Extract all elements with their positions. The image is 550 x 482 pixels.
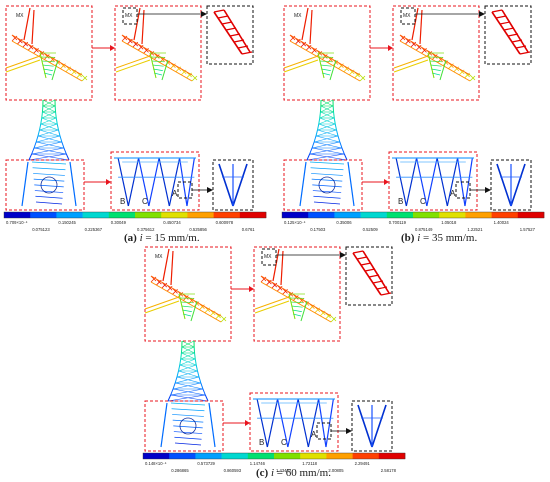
caption-text: = 15 mm/m.	[142, 232, 200, 244]
mx-marker-label-overview: MX	[16, 13, 24, 19]
scale-label: 0.30049	[111, 220, 127, 225]
scale-label: 0.525856	[189, 227, 207, 232]
scale-label: 0.35006	[336, 220, 352, 225]
colorbar-segment	[195, 453, 222, 459]
scale-label: 1.43432	[276, 468, 292, 473]
mx-marker-label-overview: MX	[294, 13, 302, 19]
colorbar-segment	[378, 453, 406, 459]
caption-text: = 60 mm/m.	[274, 467, 331, 479]
scale-label: 0.375612	[137, 227, 155, 232]
panel-b-caption: (b) i = 35 mm/m.	[401, 232, 477, 244]
scale-label: 0.125×10⁻⁵	[284, 220, 306, 225]
scale-label: 0.148×10⁻⁵	[145, 461, 167, 466]
scale-label: 0.6761	[242, 227, 255, 232]
scale-label: 0.875149	[415, 227, 433, 232]
scale-label: 1.14746	[250, 461, 266, 466]
mx-marker-label-overview: MX	[155, 254, 163, 260]
panel-a-caption: (a) i = 15 mm/m.	[124, 232, 200, 244]
scale-label: 0.286865	[171, 468, 189, 473]
scale-label: 2.00805	[328, 468, 344, 473]
colorbar-segment	[386, 212, 414, 218]
scale-label: 0.573729	[197, 461, 215, 466]
caption-letter: (a)	[124, 232, 137, 244]
colorbar-segment	[56, 212, 83, 218]
scale-label: 1.72118	[302, 461, 317, 466]
colorbar-segment	[517, 212, 545, 218]
colorbar-segment	[326, 453, 353, 459]
member-label-a: A	[450, 189, 456, 198]
colorbar-segment	[274, 453, 301, 459]
panel-c-caption: (c) i = 60 mm/m.	[256, 467, 331, 479]
scale-label: 0.450734	[163, 220, 181, 225]
colorbar-segment	[143, 453, 170, 459]
caption-variable: i	[417, 232, 421, 244]
member-label-a: A	[172, 189, 178, 198]
colorbar-segment	[4, 212, 31, 218]
colorbar-segment	[465, 212, 492, 218]
scale-label: 0.860593	[224, 468, 242, 473]
scale-label: 0.600978	[216, 220, 234, 225]
colorbar-segment	[491, 212, 519, 218]
colorbar-segment	[187, 212, 214, 218]
colorbar-segment	[239, 212, 267, 218]
caption-variable: i	[270, 467, 275, 479]
colorbar-segment	[360, 212, 388, 218]
colorbar-segment	[221, 453, 249, 459]
colorbar-segment	[300, 453, 327, 459]
panel-b-figure: B C A MX MX 0.125×10⁻⁵ 0.35006 0.700119 1.05018 1…	[281, 5, 545, 232]
colorbar-segment	[282, 212, 309, 218]
colorbar-segment	[108, 212, 136, 218]
colorbar-segment	[30, 212, 57, 218]
mx-marker-label: MX	[264, 254, 272, 260]
member-label-b: B	[398, 197, 403, 206]
scale-label: 0.17503	[310, 227, 326, 232]
panel-a-figure: B C A MX MX 0.709×10⁻⁵ 0.150245 0.30049 0.450734…	[3, 5, 267, 232]
colorbar-segment	[352, 453, 380, 459]
colorbar-segment	[135, 212, 162, 218]
member-label-b: B	[259, 438, 264, 447]
scale-label: 2.29491	[355, 461, 371, 466]
colorbar-segment	[439, 212, 466, 218]
scale-label: 1.05018	[441, 220, 457, 225]
scale-label: 0.075123	[32, 227, 50, 232]
colorbar-segment	[161, 212, 188, 218]
scale-label: 2.58178	[381, 468, 397, 473]
colorbar-segment	[247, 453, 275, 459]
scale-label: 0.150245	[58, 220, 76, 225]
caption-variable: i	[139, 232, 143, 244]
colorbar-segment	[169, 453, 196, 459]
caption-text: = 35 mm/m.	[420, 232, 478, 244]
mx-marker-label: MX	[403, 13, 411, 19]
member-label-a: A	[311, 430, 317, 439]
member-label-b: B	[120, 197, 125, 206]
panel-c-figure: B C A MX MX 0.148×10⁻⁵ 0.573729 1.14746 1.72118 2…	[142, 246, 406, 473]
scale-label: 0.709×10⁻⁵	[6, 220, 28, 225]
colorbar-segment	[82, 212, 110, 218]
member-label-c: C	[281, 438, 287, 447]
scale-label: 1.40024	[494, 220, 510, 225]
colorbar-segment	[413, 212, 440, 218]
caption-letter: (c)	[256, 467, 269, 479]
scale-label: 1.57527	[520, 227, 536, 232]
colorbar-segment	[334, 212, 361, 218]
scale-label: 0.52509	[363, 227, 379, 232]
scale-label: 0.700119	[389, 220, 407, 225]
member-label-c: C	[420, 197, 426, 206]
colorbar-segment	[213, 212, 241, 218]
scale-label: 1.22521	[467, 227, 483, 232]
scale-label: 0.225367	[85, 227, 103, 232]
mx-marker-label: MX	[125, 13, 133, 19]
caption-letter: (b)	[401, 232, 415, 244]
member-label-c: C	[142, 197, 148, 206]
colorbar-segment	[308, 212, 335, 218]
